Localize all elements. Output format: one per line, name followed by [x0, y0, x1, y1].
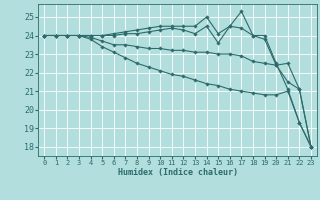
X-axis label: Humidex (Indice chaleur): Humidex (Indice chaleur)	[118, 168, 238, 177]
